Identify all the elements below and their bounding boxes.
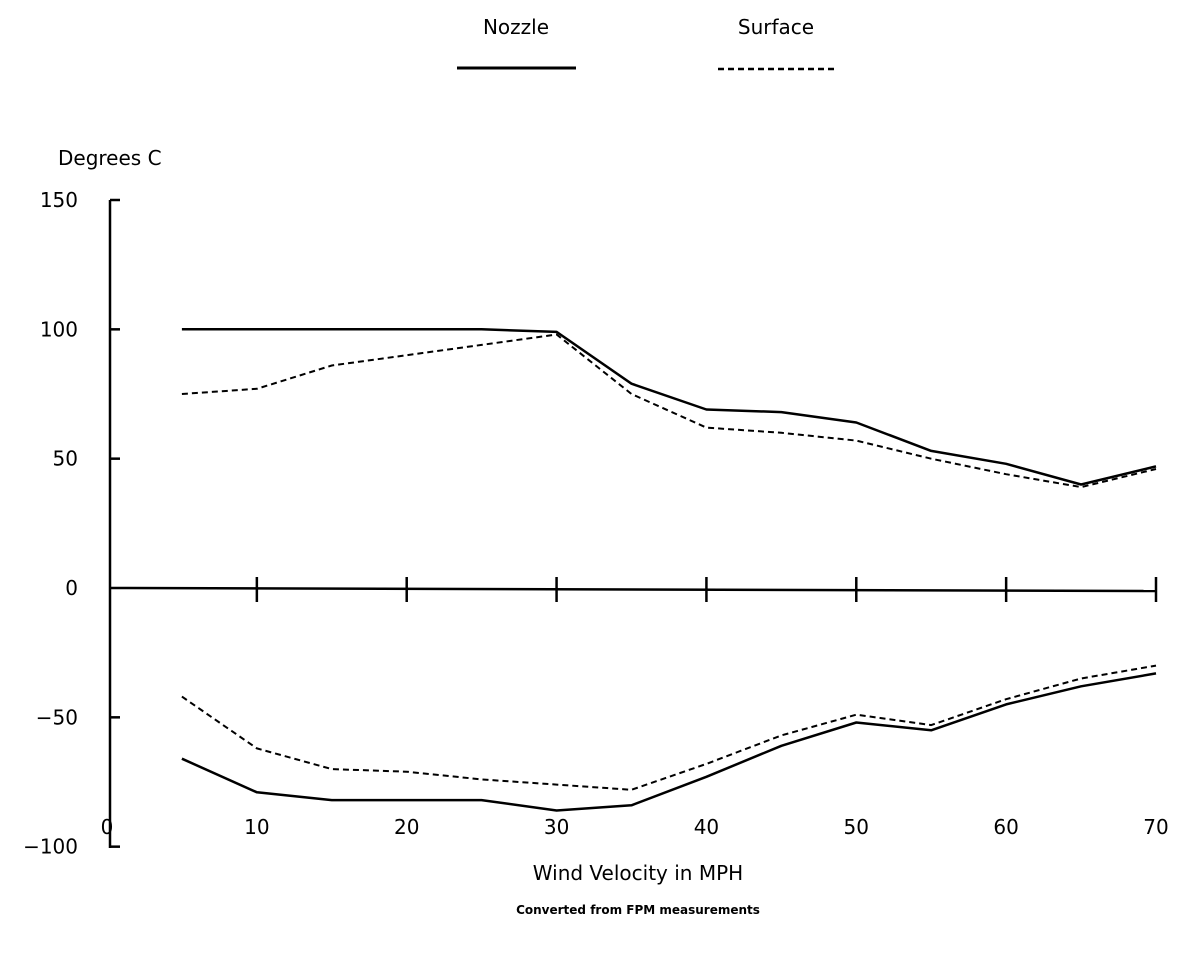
y-tick-label: −100 xyxy=(23,835,78,859)
x-tick-label: 50 xyxy=(844,815,869,839)
x-tick-label: 20 xyxy=(394,815,419,839)
x-axis-line xyxy=(109,586,1157,593)
x-tick-label: 70 xyxy=(1143,815,1168,839)
y-tick-label: 50 xyxy=(53,447,78,471)
y-tick-label: −50 xyxy=(36,705,78,729)
x-ticks: 0 10 20 30 40 50 60 70 xyxy=(101,577,1169,839)
chart-note: Converted from FPM measurements xyxy=(516,903,760,917)
x-tick-label: 60 xyxy=(993,815,1018,839)
series-line-nozzle-lower xyxy=(181,672,1157,812)
series-line-nozzle-upper xyxy=(181,328,1157,486)
x-tick-label: 0 xyxy=(101,815,114,839)
series-line-surface-lower xyxy=(181,664,1157,791)
legend: Nozzle Surface xyxy=(457,15,836,71)
y-tick-label: 150 xyxy=(40,188,78,212)
x-tick-label: 10 xyxy=(244,815,269,839)
x-tick-label: 30 xyxy=(544,815,569,839)
series-layer xyxy=(181,328,1157,812)
x-tick-label: 40 xyxy=(694,815,719,839)
legend-label-nozzle: Nozzle xyxy=(483,15,549,39)
y-ticks: −100 −50 0 50 100 150 xyxy=(23,188,120,859)
legend-label-surface: Surface xyxy=(738,15,814,39)
y-tick-label: 100 xyxy=(40,317,78,341)
y-axis-label: Degrees C xyxy=(58,146,162,170)
y-tick-label: 0 xyxy=(65,576,78,600)
x-axis-label: Wind Velocity in MPH xyxy=(533,861,743,885)
